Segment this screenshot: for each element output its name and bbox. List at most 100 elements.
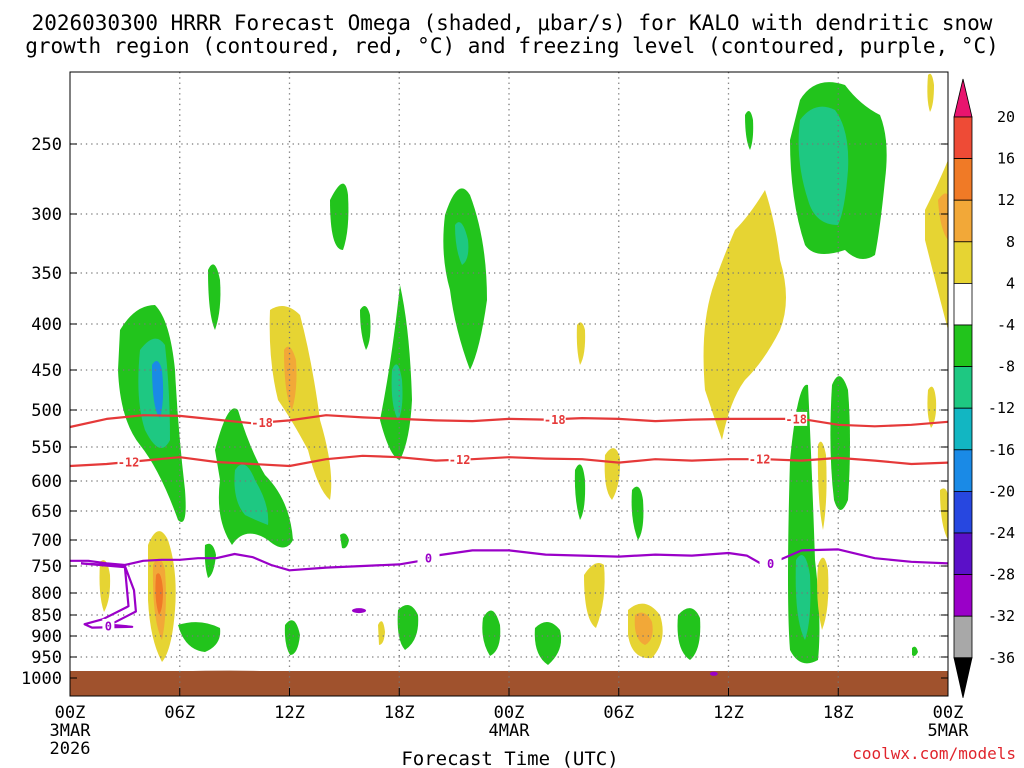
y-tick-label: 750 bbox=[31, 557, 62, 577]
freezing-level-label: 0 bbox=[767, 557, 774, 571]
colorbar-segment bbox=[953, 449, 973, 492]
dgz-minus18-label: -18 bbox=[251, 416, 273, 430]
y-tick-label: 450 bbox=[31, 361, 62, 381]
omega-region-negative bbox=[340, 533, 349, 549]
omega-region-positive bbox=[927, 73, 934, 112]
dgz-minus12-label-bg bbox=[748, 452, 771, 467]
colorbar-segment bbox=[953, 324, 973, 367]
chart-title-line-1: 2026030300 HRRR Forecast Omega (shaded, … bbox=[32, 11, 993, 35]
omega-region-positive bbox=[925, 160, 948, 330]
colorbar-segment bbox=[953, 490, 973, 534]
omega-region-negative bbox=[152, 361, 164, 418]
x-tick-label: 00Z bbox=[494, 703, 525, 723]
colorbar-label: -8 bbox=[997, 358, 1015, 376]
colorbar-label: -16 bbox=[988, 441, 1015, 459]
x-tick-label: 06Z bbox=[164, 703, 195, 723]
freezing-level-label-bg bbox=[759, 556, 782, 571]
colorbar-segment bbox=[953, 282, 973, 326]
omega-region-negative bbox=[631, 486, 644, 540]
dgz-minus12-contour bbox=[69, 454, 949, 468]
omega-region-negative bbox=[534, 621, 562, 665]
colorbar-segment bbox=[953, 78, 973, 118]
x-tick-label: 00Z bbox=[55, 703, 86, 723]
x-tick-label: 2026 bbox=[50, 739, 91, 759]
omega-region-positive bbox=[817, 557, 829, 630]
chart-title-line-2: growth region (contoured, red, °C) and f… bbox=[25, 34, 999, 58]
dgz-minus18-label-bg bbox=[251, 415, 274, 430]
y-axis: 2503003504004505005506006507007508008509… bbox=[21, 135, 948, 689]
omega-region-positive bbox=[284, 346, 297, 410]
dgz-minus18-label-bg bbox=[543, 412, 566, 427]
colorbar-label: 8 bbox=[1006, 233, 1015, 251]
freezing-level-blob bbox=[709, 671, 718, 676]
omega-region-positive bbox=[703, 190, 786, 440]
y-tick-label: 700 bbox=[31, 531, 62, 551]
y-tick-label: 900 bbox=[31, 627, 62, 647]
colorbar-segment bbox=[953, 199, 973, 243]
y-tick-label: 1000 bbox=[21, 669, 62, 689]
omega-region-negative bbox=[912, 646, 918, 656]
x-axis-label: Forecast Time (UTC) bbox=[401, 748, 618, 768]
colorbar: 20 16 12 8 4 -4 -8 -12 -16 -20 -24 -28 -32 -36 bbox=[953, 78, 1015, 698]
x-tick-label: 18Z bbox=[823, 703, 854, 723]
colorbar-segment bbox=[953, 574, 973, 617]
omega-region-positive bbox=[604, 448, 621, 500]
omega-region-negative bbox=[397, 605, 419, 650]
colorbar-segment bbox=[953, 116, 973, 159]
omega-region-positive bbox=[99, 560, 111, 612]
colorbar-label: -36 bbox=[988, 649, 1015, 667]
omega-region-positive bbox=[269, 306, 332, 500]
x-tick-label: 12Z bbox=[713, 703, 744, 723]
freezing-level-lobe-label: 0 bbox=[105, 619, 112, 633]
colorbar-label: -20 bbox=[988, 482, 1015, 500]
y-tick-label: 250 bbox=[31, 135, 62, 155]
colorbar-segment bbox=[953, 615, 973, 659]
omega-region-negative bbox=[204, 543, 216, 578]
x-tick-label: 12Z bbox=[274, 703, 305, 723]
colorbar-label: 16 bbox=[997, 150, 1015, 168]
x-tick-label: 4MAR bbox=[489, 721, 531, 741]
y-tick-label: 950 bbox=[31, 648, 62, 668]
dgz-minus12-label: -12 bbox=[749, 453, 771, 467]
x-tick-label: 06Z bbox=[603, 703, 634, 723]
omega-region-positive bbox=[817, 441, 827, 530]
omega-region-negative bbox=[574, 464, 586, 520]
colorbar-label: -4 bbox=[997, 316, 1015, 334]
x-tick-label: 3MAR bbox=[50, 721, 92, 741]
y-tick-label: 500 bbox=[31, 401, 62, 421]
omega-region-positive bbox=[584, 562, 605, 628]
omega-region-positive bbox=[927, 386, 937, 428]
colorbar-label: 4 bbox=[1006, 274, 1015, 292]
dgz-minus12-label: -12 bbox=[449, 453, 471, 467]
y-tick-label: 350 bbox=[31, 264, 62, 284]
dgz-minus18-label-bg bbox=[785, 411, 808, 426]
omega-region-negative bbox=[208, 264, 221, 330]
omega-region-negative bbox=[798, 106, 849, 225]
colorbar-label: 20 bbox=[997, 108, 1015, 126]
colorbar-segment bbox=[953, 407, 973, 451]
omega-region-negative bbox=[178, 622, 221, 652]
omega-region-negative bbox=[788, 384, 820, 664]
omega-region-positive bbox=[940, 488, 948, 540]
y-tick-label: 650 bbox=[31, 502, 62, 522]
omega-region-positive bbox=[576, 322, 586, 365]
colorbar-segment bbox=[953, 657, 973, 698]
colorbar-label: -28 bbox=[988, 566, 1015, 584]
freezing-level-blob bbox=[352, 608, 367, 614]
omega-region-negative bbox=[284, 620, 300, 655]
omega-shaded-field bbox=[99, 73, 948, 665]
colorbar-segment bbox=[953, 532, 973, 575]
colorbar-label: -32 bbox=[988, 607, 1015, 625]
omega-region-negative bbox=[795, 555, 811, 640]
y-tick-label: 550 bbox=[31, 438, 62, 458]
credit-link[interactable]: coolwx.com/models bbox=[852, 744, 1016, 763]
omega-region-negative bbox=[330, 183, 349, 250]
x-tick-label: 5MAR bbox=[928, 721, 970, 741]
colorbar-segment bbox=[953, 366, 973, 409]
chart-title: 2026030300 HRRR Forecast Omega (shaded, … bbox=[25, 11, 999, 58]
omega-region-positive bbox=[938, 193, 948, 240]
omega-region-negative bbox=[234, 464, 269, 525]
freezing-level-label-bg bbox=[417, 550, 440, 565]
y-tick-label: 400 bbox=[31, 315, 62, 335]
